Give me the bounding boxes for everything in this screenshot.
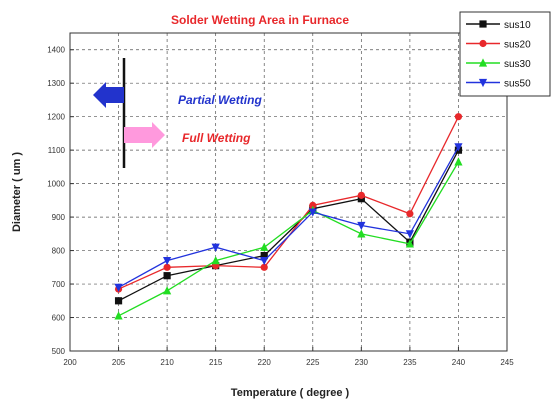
partial-wetting-label: Partial Wetting [178,93,262,107]
x-tick-label: 245 [500,358,514,367]
data-point-sus30 [211,256,220,265]
data-point-sus10 [163,272,171,280]
x-tick-label: 205 [112,358,126,367]
legend-items: sus10 sus20 sus30 sus50 [466,20,531,90]
legend-marker-sus30 [478,58,488,67]
y-axis-ticks: 500 600 700 800 900 1000 1100 1200 1300 1400 [47,46,74,356]
legend-marker-sus20 [479,39,487,48]
y-tick-label: 500 [52,347,66,356]
x-axis-ticks: 200 205 210 215 220 225 230 235 240 245 [63,347,514,367]
series-sus50 [114,143,463,292]
full-wetting-label: Full Wetting [182,131,251,145]
series-line-sus20 [118,116,460,290]
data-point-sus50 [211,243,220,252]
data-point-sus20 [454,113,463,121]
partial-wetting-arrow [93,82,124,108]
legend-label-sus20: sus20 [504,40,531,51]
data-point-sus20 [309,201,317,209]
y-tick-label: 1100 [48,146,66,155]
data-point-sus20 [260,263,268,271]
data-point-sus30 [357,229,366,238]
x-tick-label: 240 [452,358,466,367]
data-point-sus30 [260,242,269,251]
data-point-sus20 [357,191,365,199]
x-tick-label: 225 [306,358,320,367]
x-tick-label: 215 [209,358,223,367]
y-tick-label: 1000 [47,180,65,189]
data-point-sus30 [114,311,123,320]
x-tick-label: 200 [63,358,77,367]
data-point-sus20 [406,210,414,218]
data-point-sus30 [405,239,414,248]
y-tick-label: 1200 [47,113,65,122]
y-tick-label: 900 [52,213,66,222]
x-tick-label: 210 [160,358,174,367]
y-tick-label: 1300 [47,79,65,88]
data-point-sus50 [454,143,463,152]
data-point-sus50 [163,257,172,266]
data-point-sus50 [308,208,317,217]
x-tick-label: 220 [258,358,272,367]
legend: sus10 sus20 sus30 sus50 [459,11,551,97]
data-point-sus10 [114,297,123,305]
legend-marker-sus50 [478,78,488,88]
data-point-sus50 [405,230,414,239]
x-axis-label: Temperature ( degree ) [231,387,350,399]
legend-label-sus50: sus50 [504,79,531,90]
data-point-sus10 [260,252,268,260]
legend-label-sus30: sus30 [504,59,531,70]
data-point-sus50 [357,221,366,231]
y-tick-label: 1400 [47,46,65,55]
series-line-sus50 [118,146,460,288]
data-series [114,113,463,320]
series-sus30 [114,157,463,320]
grid-lines [70,33,507,352]
data-point-sus20 [163,263,171,271]
data-point-sus50 [260,257,269,266]
series-line-sus10 [118,149,460,302]
full-wetting-arrow [124,122,165,148]
y-axis-label: Diameter ( um ) [11,152,23,232]
y-tick-label: 800 [52,247,66,256]
x-tick-label: 235 [403,358,417,367]
legend-label-sus10: sus10 [504,20,531,31]
series-line-sus30 [118,161,460,317]
x-tick-label: 230 [355,358,369,367]
chart-title: Solder Wetting Area in Furnace [171,13,349,27]
y-tick-label: 600 [52,314,66,323]
data-point-sus30 [163,286,172,295]
plot-area-frame [69,32,508,352]
data-point-sus50 [114,283,123,292]
y-tick-label: 700 [52,280,66,289]
data-point-sus30 [454,157,463,166]
legend-marker-sus10 [479,20,487,28]
